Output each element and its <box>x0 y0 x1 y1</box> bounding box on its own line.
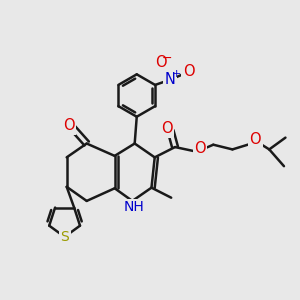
Text: N: N <box>165 72 176 87</box>
Text: O: O <box>155 55 167 70</box>
Text: O: O <box>194 141 206 156</box>
Text: NH: NH <box>123 200 144 214</box>
Text: O: O <box>63 118 74 133</box>
Text: −: − <box>162 52 172 65</box>
Text: S: S <box>60 230 69 244</box>
Text: O: O <box>161 121 173 136</box>
Text: +: + <box>172 69 182 79</box>
Text: O: O <box>249 133 261 148</box>
Text: O: O <box>183 64 194 79</box>
